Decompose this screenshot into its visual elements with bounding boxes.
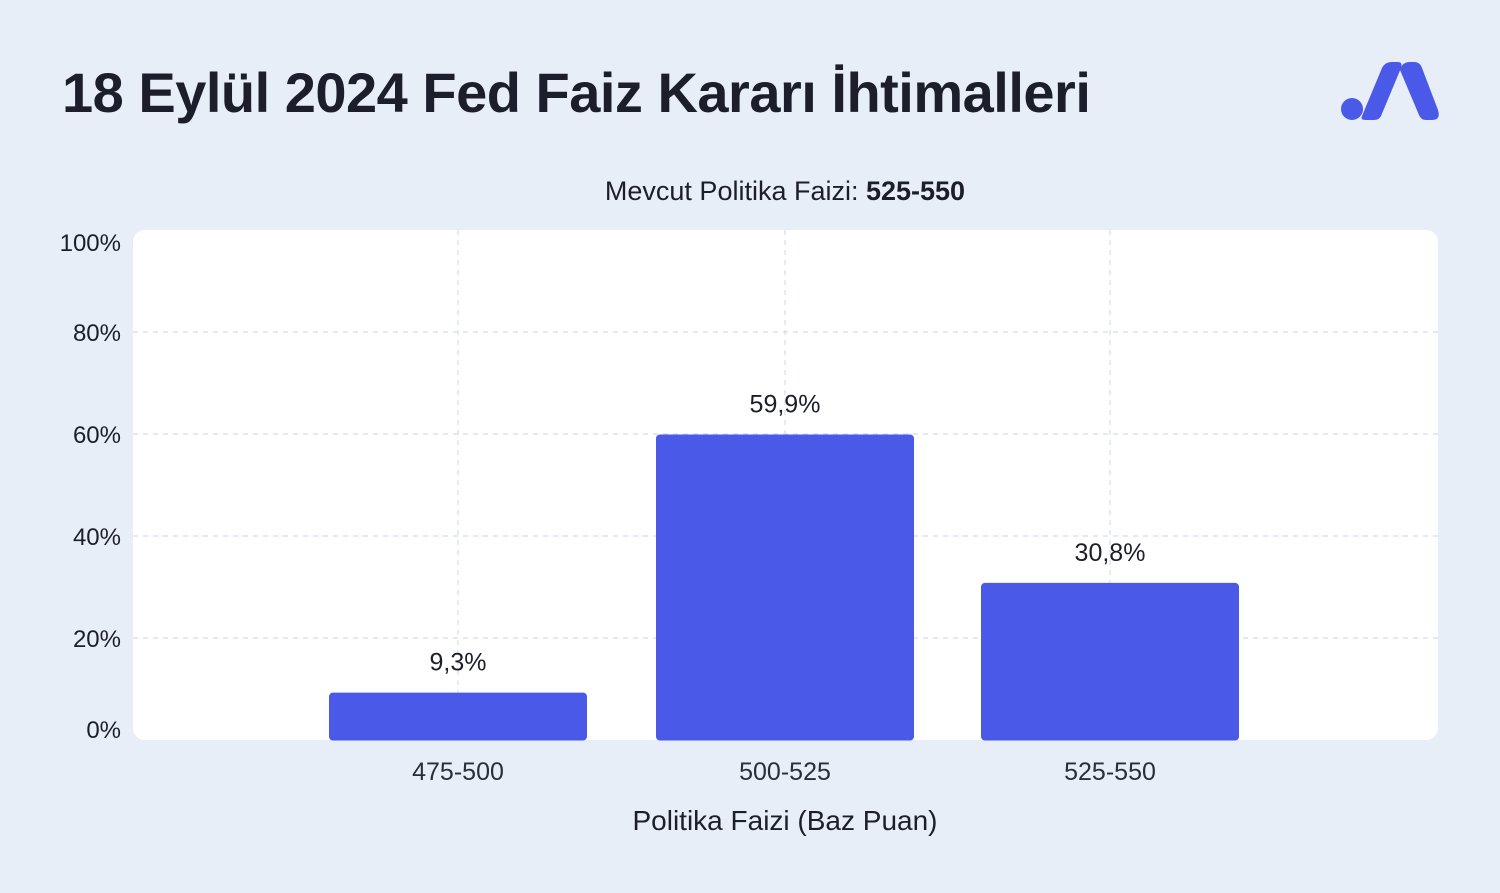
bar-value-label: 59,9%	[750, 391, 821, 419]
x-tick-label: 500-525	[739, 758, 831, 786]
x-axis-label: Politika Faizi (Baz Puan)	[632, 805, 938, 836]
y-tick-label: 60%	[73, 422, 121, 449]
chart-subtitle: Mevcut Politika Faizi: 525-550	[0, 176, 1500, 207]
x-tick-label: 525-550	[1064, 758, 1156, 786]
chart-title: 18 Eylül 2024 Fed Faiz Kararı İhtimaller…	[62, 61, 1091, 124]
y-tick-label: 40%	[73, 524, 121, 551]
bar	[656, 434, 914, 741]
x-tick-label: 475-500	[412, 758, 504, 786]
y-tick-label: 100%	[60, 230, 121, 257]
bar	[981, 582, 1239, 741]
subtitle-value: 525-550	[865, 176, 966, 206]
y-tick-label: 20%	[73, 626, 121, 653]
bar	[329, 692, 587, 741]
bar-value-label: 30,8%	[1075, 539, 1146, 567]
y-tick-label: 0%	[86, 717, 121, 744]
brand-logo-icon	[1341, 62, 1439, 120]
y-tick-label: 80%	[73, 320, 121, 347]
bar-value-label: 9,3%	[430, 649, 487, 677]
subtitle-prefix: Mevcut Politika Faizi:	[604, 176, 866, 206]
